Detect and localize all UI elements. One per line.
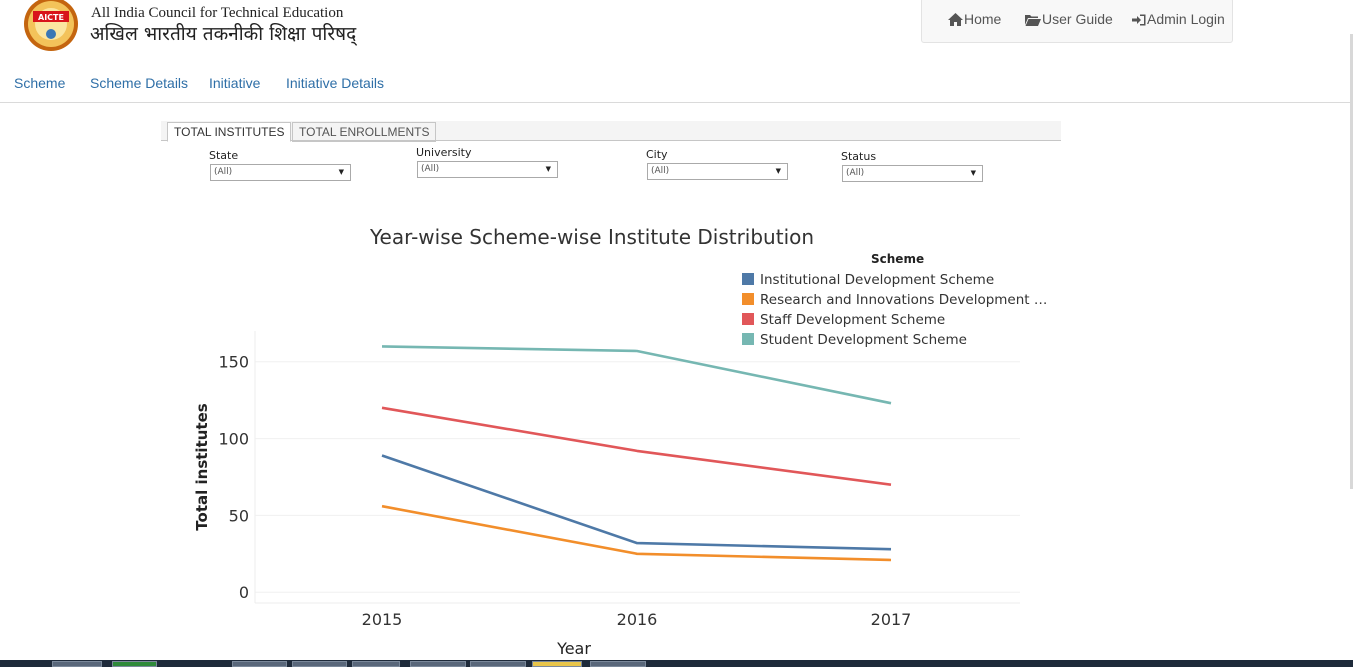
taskbar-button[interactable] bbox=[112, 661, 157, 667]
series-line bbox=[381, 454, 892, 551]
legend-item[interactable]: Student Development Scheme bbox=[742, 332, 1050, 348]
taskbar-button[interactable] bbox=[292, 661, 347, 667]
status-filter-value: (All) bbox=[846, 168, 865, 178]
series-line bbox=[381, 504, 892, 562]
university-filter-label: University bbox=[416, 146, 472, 159]
series-line bbox=[381, 406, 892, 486]
org-name-english: All India Council for Technical Educatio… bbox=[91, 5, 344, 21]
city-filter-select[interactable]: (All) ▼ bbox=[647, 163, 788, 180]
nav-item-initiative[interactable]: Initiative bbox=[209, 75, 261, 91]
aicte-logo[interactable]: AICTE bbox=[21, 0, 81, 54]
legend-swatch bbox=[742, 333, 754, 345]
y-tick-label: 150 bbox=[218, 353, 249, 372]
main-nav: Scheme Scheme Details Initiative Initiat… bbox=[0, 70, 1350, 103]
admin-login-link-label: Admin Login bbox=[1147, 11, 1225, 27]
state-filter-select[interactable]: (All) ▼ bbox=[210, 164, 351, 181]
taskbar-button[interactable] bbox=[470, 661, 526, 667]
legend-item[interactable]: Research and Innovations Development S… bbox=[742, 292, 1050, 308]
taskbar-button[interactable] bbox=[352, 661, 400, 667]
chevron-down-icon: ▼ bbox=[545, 165, 551, 173]
chevron-down-icon: ▼ bbox=[970, 169, 976, 177]
taskbar-button[interactable] bbox=[232, 661, 287, 667]
city-filter-value: (All) bbox=[651, 166, 670, 176]
home-link[interactable]: Home bbox=[948, 11, 1001, 27]
nav-item-scheme[interactable]: Scheme bbox=[14, 75, 66, 91]
scrollbar[interactable] bbox=[1350, 34, 1353, 489]
legend-swatch bbox=[742, 273, 754, 285]
top-links-box: Home User Guide Admin Login bbox=[921, 0, 1233, 43]
chevron-down-icon: ▼ bbox=[775, 167, 781, 175]
legend-swatch bbox=[742, 313, 754, 325]
state-filter-value: (All) bbox=[214, 167, 233, 177]
legend-item[interactable]: Institutional Development Scheme bbox=[742, 272, 1050, 288]
nav-item-initiative-details[interactable]: Initiative Details bbox=[286, 75, 385, 91]
series-line bbox=[381, 345, 892, 405]
admin-login-link[interactable]: Admin Login bbox=[1132, 11, 1225, 27]
home-icon bbox=[948, 13, 963, 26]
os-taskbar bbox=[0, 660, 1353, 667]
tab-total-enrollments[interactable]: TOTAL ENROLLMENTS bbox=[292, 122, 437, 142]
home-link-label: Home bbox=[964, 11, 1002, 27]
user-guide-link-label: User Guide bbox=[1042, 11, 1113, 27]
y-tick-label: 50 bbox=[229, 506, 249, 525]
y-axis-title: Total institutes bbox=[193, 403, 211, 530]
taskbar-button[interactable] bbox=[590, 661, 646, 667]
nav-item-scheme-details[interactable]: Scheme Details bbox=[90, 75, 189, 91]
university-filter-value: (All) bbox=[421, 164, 440, 174]
x-tick-label: 2016 bbox=[617, 610, 658, 629]
chevron-down-icon: ▼ bbox=[338, 168, 344, 176]
status-filter-label: Status bbox=[841, 150, 877, 163]
user-guide-link[interactable]: User Guide bbox=[1025, 11, 1113, 27]
taskbar-button[interactable] bbox=[52, 661, 102, 667]
taskbar-button[interactable] bbox=[532, 661, 582, 667]
x-axis-title: Year bbox=[556, 639, 591, 658]
taskbar-button[interactable] bbox=[410, 661, 466, 667]
status-filter-select[interactable]: (All) ▼ bbox=[842, 165, 983, 182]
org-name-hindi: अखिल भारतीय तकनीकी शिक्षा परिषद् bbox=[90, 23, 357, 45]
legend-title: Scheme bbox=[871, 252, 925, 266]
x-tick-label: 2017 bbox=[871, 610, 912, 629]
dashboard-tabs: TOTAL INSTITUTES TOTAL ENROLLMENTS bbox=[161, 121, 1061, 142]
y-tick-label: 100 bbox=[218, 430, 249, 449]
tab-total-institutes[interactable]: TOTAL INSTITUTES bbox=[167, 122, 292, 142]
sign-in-icon bbox=[1132, 14, 1146, 26]
x-tick-label: 2015 bbox=[362, 610, 403, 629]
y-tick-label: 0 bbox=[239, 583, 249, 602]
logo-text: AICTE bbox=[38, 13, 64, 22]
state-filter-label: State bbox=[209, 149, 239, 162]
university-filter-select[interactable]: (All) ▼ bbox=[417, 161, 558, 178]
legend-swatch bbox=[742, 293, 754, 305]
folder-open-icon bbox=[1025, 15, 1041, 26]
legend-item[interactable]: Staff Development Scheme bbox=[742, 312, 1050, 328]
city-filter-label: City bbox=[646, 148, 668, 161]
chart-title: Year-wise Scheme-wise Institute Distribu… bbox=[370, 225, 815, 249]
